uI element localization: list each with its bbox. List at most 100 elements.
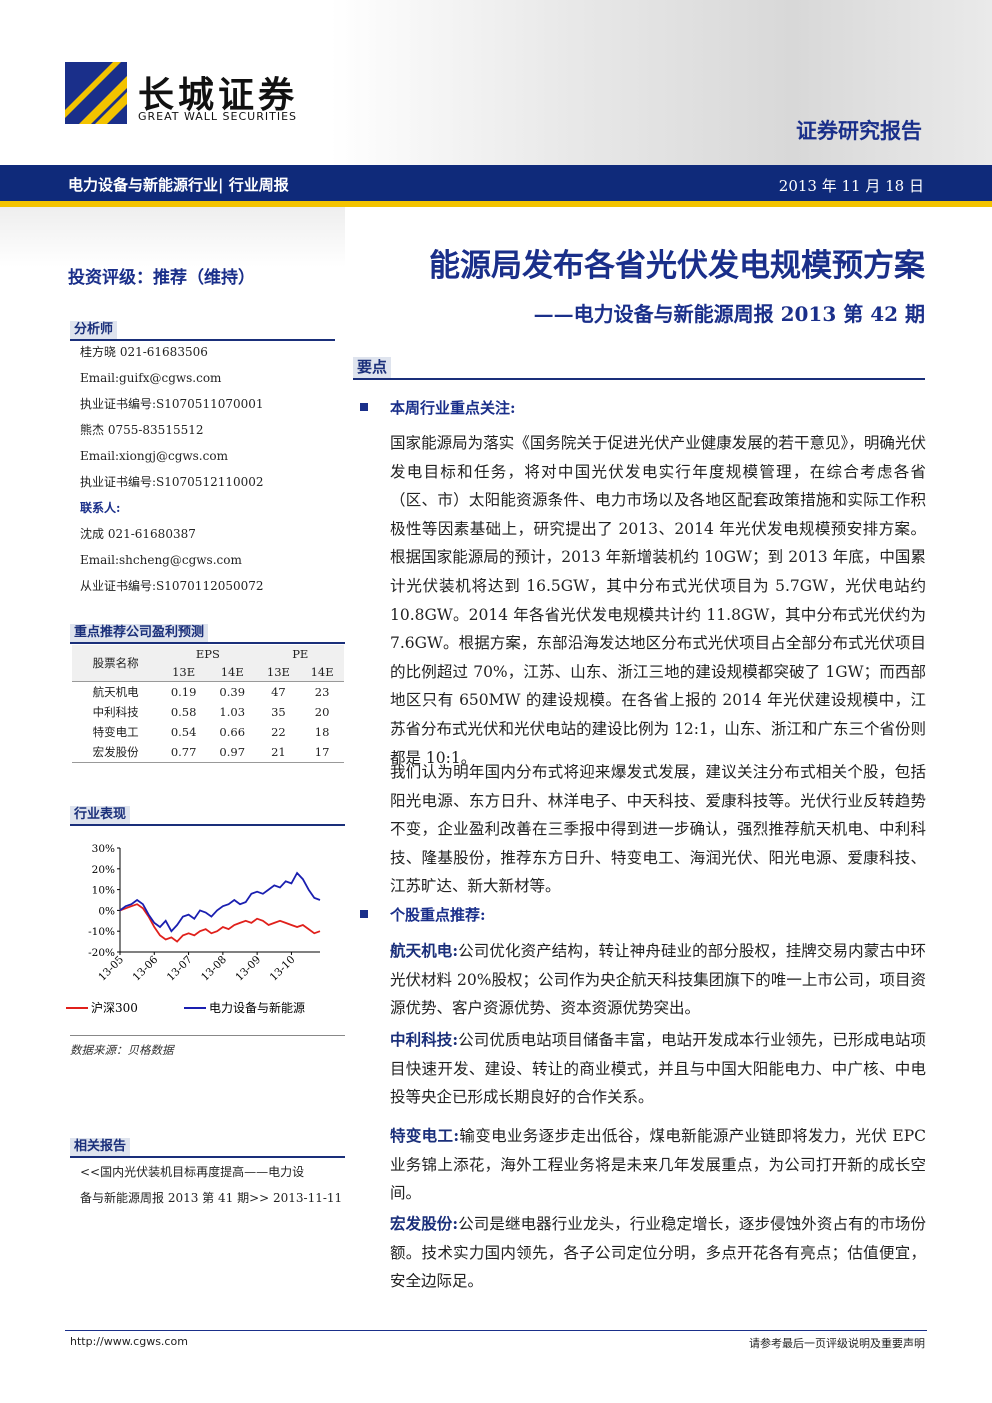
report-type: 证券研究报告	[796, 118, 922, 143]
cell: 0.77	[170, 745, 197, 759]
stock-text: 输变电业务逐步走出低谷，煤电新能源产业链即将发力，光伏 EPC 业务锦上添花，海…	[390, 1127, 926, 1203]
chart-source: 数据来源：贝格数据	[70, 1043, 174, 1057]
bullet	[360, 403, 368, 411]
cell: 22	[271, 725, 286, 739]
stock-paragraph: 宏发股份:公司是继电器行业龙头，行业稳定增长，逐步侵蚀外资占有的市场份额。技术实…	[390, 1210, 926, 1296]
industry: 电力设备与新能源行业| 行业周报	[68, 174, 289, 195]
contact: 沈成 021-61680387	[80, 527, 196, 541]
sidebar-shade	[0, 207, 345, 267]
th: EPS	[159, 645, 257, 663]
y-tick-label: -20%	[88, 947, 115, 959]
rule	[353, 378, 925, 380]
cell: 0.58	[170, 705, 197, 719]
related-report: 备与新能源周报 2013 第 41 期>> 2013-11-11	[80, 1191, 343, 1205]
y-tick-label: 30%	[92, 843, 115, 855]
stock-text: 公司优质电站项目储备丰富，电站开发成本行业领先，已形成电站项目快速开发、建设、转…	[390, 1031, 926, 1107]
series-line	[119, 903, 321, 943]
cell: 23	[314, 685, 330, 699]
x-tick-label: 13-09	[233, 954, 263, 984]
rule	[70, 1156, 345, 1158]
industry-text: 电力设备与新能源行业|	[68, 176, 224, 194]
th: 13E	[256, 663, 301, 682]
legend-label: 电力设备与新能源	[209, 1000, 305, 1015]
analysts-title: 分析师	[70, 321, 118, 339]
rating: 投资评级：推荐（维持）	[68, 268, 255, 288]
header-bar	[0, 165, 992, 201]
forecast-table: 股票名称 EPS PE 13E 14E 13E 14E 航天机电 0.19 0.39 47 23 中…	[72, 645, 344, 763]
stock-name: 宏发股份:	[390, 1214, 459, 1233]
analyst: 桂方晓 021-61683506	[80, 345, 208, 359]
y-tick-label: 20%	[92, 864, 115, 876]
kind: 行业周报	[228, 176, 289, 194]
stock-name: 特变电工	[92, 725, 139, 739]
subtitle: ——电力设备与新能源周报 2013 第 42 期	[533, 302, 925, 326]
chart-title: 行业表现	[70, 806, 131, 824]
y-tick-label: -10%	[88, 926, 115, 938]
stock-text: 公司优化资产结构，转让神舟硅业的部分股权，挂牌交易内蒙古中环光伏材料 20%股权…	[390, 942, 926, 1018]
cell: 47	[271, 685, 286, 699]
cell: 0.97	[219, 745, 246, 759]
logo	[65, 62, 127, 124]
table-row: 特变电工 0.54 0.66 22 18	[72, 722, 344, 742]
cell: 18	[314, 725, 330, 739]
table-row: 宏发股份 0.77 0.97 21 17	[72, 742, 344, 763]
bullet-title: 本周行业重点关注:	[390, 399, 516, 417]
legend-label: 沪深300	[91, 1001, 138, 1015]
date: 2013 年 11 月 18 日	[778, 177, 924, 195]
footer-rule	[65, 1330, 927, 1331]
contact: Email:shcheng@cgws.com	[80, 553, 242, 567]
rule	[70, 824, 345, 826]
cell: 20	[314, 705, 330, 719]
footer-url: http://www.cgws.com	[70, 1335, 188, 1348]
paragraph: 我们认为明年国内分布式将迎来爆发式发展，建议关注分布式相关个股，包括阳光电源、东…	[390, 763, 926, 896]
analyst: 执业证书编号:S1070511070001	[80, 397, 264, 411]
stock-name: 航天机电	[92, 685, 139, 699]
section-title: 要点	[353, 357, 392, 378]
related-title: 相关报告	[70, 1138, 131, 1156]
stock-text: 公司是继电器行业龙头，行业稳定增长，逐步侵蚀外资占有的市场份额。技术实力国内领先…	[390, 1215, 926, 1291]
cell: 21	[271, 745, 286, 759]
analyst: Email:guifx@cgws.com	[80, 371, 222, 385]
stock-paragraph: 中利科技:公司优质电站项目储备丰富，电站开发成本行业领先，已形成电站项目快速开发…	[390, 1026, 926, 1112]
cell: 0.39	[219, 685, 246, 699]
stock-paragraph: 特变电工:输变电业务逐步走出低谷，煤电新能源产业链即将发力，光伏 EPC 业务锦…	[390, 1122, 926, 1208]
stock-paragraph: 航天机电:公司优化资产结构，转让神舟硅业的部分股权，挂牌交易内蒙古中环光伏材料 …	[390, 937, 926, 1023]
related-report: <<国内光伏装机目标再度提高——电力设	[80, 1165, 305, 1179]
bullet	[360, 910, 368, 918]
analyst: Email:xiongj@cgws.com	[80, 449, 228, 463]
chart: -20%-10%0%10%20%30%13-05 13-06 13-07 13-08 1…	[66, 843, 321, 1015]
header-stripe	[0, 201, 992, 207]
table-row: 中利科技 0.58 1.03 35 20	[72, 702, 344, 722]
bullet-title: 个股重点推荐:	[390, 906, 486, 924]
series-line	[119, 871, 321, 933]
stock-name: 中利科技:	[390, 1030, 459, 1049]
cell: 0.54	[170, 725, 197, 739]
analyst: 熊杰 0755-83515512	[80, 423, 204, 437]
th: 13E	[159, 663, 208, 682]
stock-name: 宏发股份	[92, 745, 139, 759]
y-tick-label: 10%	[92, 885, 115, 897]
header-bg	[330, 0, 992, 165]
rule	[70, 1035, 345, 1036]
cell: 17	[314, 745, 330, 759]
paragraph: 国家能源局为落实《国务院关于促进光伏产业健康发展的若干意见》，明确光伏发电目标和…	[390, 434, 926, 767]
title: 能源局发布各省光伏发电规模预方案	[429, 248, 925, 284]
footer-note: 请参考最后一页评级说明及重要声明	[749, 1337, 925, 1350]
th: 14E	[207, 663, 257, 682]
th: 14E	[300, 663, 344, 682]
cell: 0.66	[219, 725, 246, 739]
stock-name: 航天机电:	[390, 941, 459, 960]
stock-name: 特变电工:	[390, 1126, 460, 1145]
brand-cn: 长城证券	[138, 74, 299, 116]
th: 股票名称	[72, 645, 160, 682]
cell: 1.03	[219, 705, 246, 719]
contacts-title: 联系人:	[80, 501, 121, 515]
contact: 从业证书编号:S1070112050072	[80, 579, 264, 593]
x-tick-label: 13-06	[131, 953, 161, 983]
rule	[70, 642, 345, 644]
stock-name: 中利科技	[92, 705, 139, 719]
th: PE	[256, 645, 344, 663]
x-tick-label: 13-10	[268, 954, 298, 984]
rule	[70, 339, 335, 341]
